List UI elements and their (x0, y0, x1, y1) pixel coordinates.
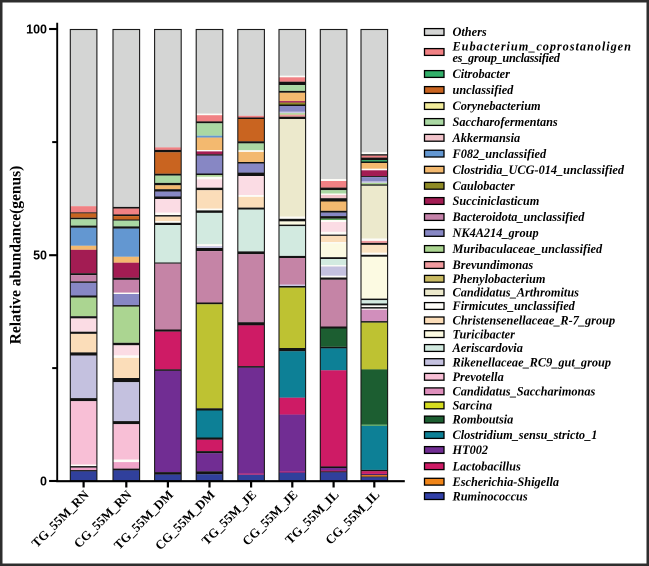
svg-text:Corynebacterium: Corynebacterium (453, 99, 541, 113)
svg-text:HT002: HT002 (452, 443, 489, 457)
svg-text:es_group_unclassified: es_group_unclassified (453, 51, 561, 65)
svg-text:Turicibacter: Turicibacter (453, 327, 516, 341)
svg-text:Aeriscardovia: Aeriscardovia (452, 341, 523, 355)
svg-text:Akkermansia: Akkermansia (452, 131, 521, 145)
svg-text:Brevundimonas: Brevundimonas (452, 258, 534, 272)
svg-text:Citrobacter: Citrobacter (453, 67, 511, 81)
svg-text:Eubacterium_coprostanoligen: Eubacterium_coprostanoligen (452, 40, 632, 54)
svg-text:Bacteroidota_unclassified: Bacteroidota_unclassified (452, 210, 586, 224)
svg-text:0: 0 (40, 474, 47, 488)
svg-text:Candidatus_Arthromitus: Candidatus_Arthromitus (453, 286, 580, 300)
svg-text:Prevotella: Prevotella (453, 370, 504, 384)
svg-text:Ruminococcus: Ruminococcus (452, 489, 528, 503)
svg-text:unclassified: unclassified (453, 83, 515, 97)
svg-text:Clostridia_UCG-014_unclassifie: Clostridia_UCG-014_unclassified (453, 163, 625, 177)
svg-text:Lactobacillus: Lactobacillus (452, 459, 522, 473)
svg-text:NK4A214_group: NK4A214_group (452, 226, 539, 240)
svg-text:F082_unclassified: F082_unclassified (452, 147, 547, 161)
svg-text:Others: Others (453, 25, 487, 39)
svg-text:Clostridium_sensu_stricto_1: Clostridium_sensu_stricto_1 (453, 428, 598, 442)
svg-text:Candidatus_Saccharimonas: Candidatus_Saccharimonas (453, 385, 596, 399)
svg-text:Christensenellaceae_R-7_group: Christensenellaceae_R-7_group (453, 314, 616, 328)
svg-text:100: 100 (26, 22, 47, 36)
svg-text:Phenylobacterium: Phenylobacterium (453, 272, 546, 286)
svg-text:Relative abundance(genus): Relative abundance(genus) (8, 166, 25, 345)
svg-text:Sarcina: Sarcina (453, 399, 493, 413)
svg-text:Succiniclasticum: Succiniclasticum (453, 194, 540, 208)
svg-text:Saccharofermentans: Saccharofermentans (453, 115, 558, 129)
svg-text:50: 50 (33, 249, 47, 263)
svg-text:Escherichia-Shigella: Escherichia-Shigella (452, 475, 560, 489)
svg-text:Romboutsia: Romboutsia (452, 413, 514, 427)
svg-text:Firmicutes_unclassified: Firmicutes_unclassified (452, 299, 576, 313)
svg-text:Muribaculaceae_unclassified: Muribaculaceae_unclassified (452, 242, 603, 256)
svg-text:Caulobacter: Caulobacter (453, 179, 515, 193)
svg-text:Rikenellaceae_RC9_gut_group: Rikenellaceae_RC9_gut_group (452, 355, 612, 369)
